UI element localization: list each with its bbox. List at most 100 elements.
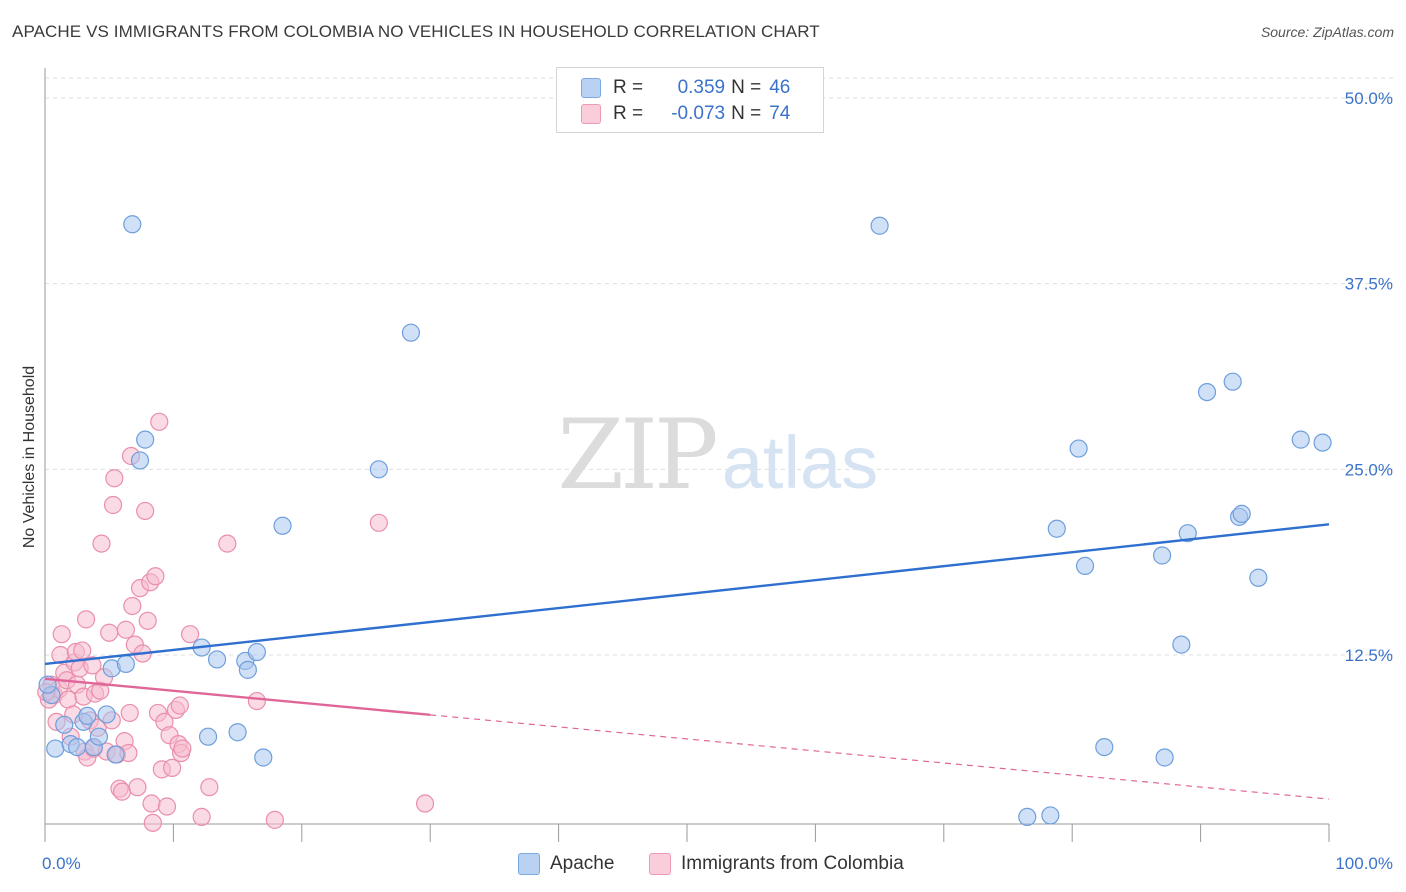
chart-title: APACHE VS IMMIGRANTS FROM COLOMBIA NO VE… bbox=[12, 22, 820, 41]
apache-point bbox=[247, 642, 266, 662]
apache-point bbox=[67, 737, 87, 757]
colombia-point bbox=[120, 703, 139, 723]
apache-point bbox=[198, 727, 218, 746]
colombia-point bbox=[112, 782, 132, 801]
x-tick-label: 0.0% bbox=[42, 854, 81, 873]
apache-swatch-icon bbox=[581, 78, 601, 98]
y-tick-label: 50.0% bbox=[1345, 89, 1393, 108]
colombia-point bbox=[142, 794, 161, 813]
legend-r-value: 0.359 bbox=[677, 77, 726, 98]
colombia-legend-icon bbox=[649, 853, 671, 875]
colombia-point bbox=[247, 691, 266, 711]
apache-point bbox=[1047, 519, 1066, 538]
colombia-point bbox=[136, 501, 155, 521]
apache-point bbox=[1178, 524, 1197, 543]
colombia-point bbox=[157, 797, 177, 816]
colombia-swatch-icon bbox=[581, 104, 601, 124]
apache-point bbox=[1095, 737, 1114, 757]
apache-point bbox=[1172, 635, 1191, 654]
apache-point bbox=[46, 739, 65, 758]
watermark-zip: ZIP bbox=[557, 399, 716, 511]
x-tick-label: 100.0% bbox=[1335, 854, 1393, 873]
legend-row-colombia: R = -0.073 N = 74 bbox=[581, 102, 790, 126]
legend-n-label: N = bbox=[731, 77, 762, 98]
grid-layer bbox=[45, 77, 1393, 656]
legend-n-value: 46 bbox=[769, 77, 791, 98]
colombia-trend-line bbox=[44, 677, 431, 717]
chart-source: Source: ZipAtlas.com bbox=[1260, 24, 1394, 40]
y-tick-label: 37.5% bbox=[1345, 275, 1393, 294]
legend-n-label: N = bbox=[731, 103, 762, 124]
colombia-point bbox=[180, 625, 200, 644]
apache-point bbox=[106, 745, 125, 764]
colombia-point bbox=[200, 778, 219, 797]
apache-point bbox=[1018, 807, 1037, 827]
apache-point bbox=[1249, 568, 1268, 587]
legend-label-colombia: Immigrants from Colombia bbox=[681, 853, 904, 874]
apache-point bbox=[401, 323, 421, 342]
colombia-point bbox=[92, 534, 111, 553]
watermark-atlas: atlas bbox=[722, 421, 878, 504]
colombia-point bbox=[123, 596, 142, 616]
colombia-point bbox=[52, 625, 71, 644]
colombia-point bbox=[150, 412, 169, 431]
apache-point bbox=[369, 460, 388, 479]
colombia-point bbox=[73, 641, 92, 660]
legend-n-value: 74 bbox=[769, 103, 791, 124]
colombia-point bbox=[83, 656, 102, 675]
apache-point bbox=[1232, 504, 1251, 523]
legend-item-apache[interactable]: Apache bbox=[518, 851, 614, 877]
apache-point bbox=[1041, 806, 1060, 825]
apache-point bbox=[273, 516, 292, 535]
colombia-point bbox=[170, 696, 189, 715]
colombia-point bbox=[146, 567, 165, 586]
colombia-point bbox=[415, 794, 435, 813]
apache-point bbox=[1075, 556, 1095, 575]
colombia-point bbox=[163, 758, 182, 777]
apache-point bbox=[1291, 430, 1310, 449]
legend-row-apache: R = 0.359 N = 46 bbox=[581, 76, 790, 100]
apache-point bbox=[116, 654, 135, 674]
points-layer bbox=[37, 215, 1332, 832]
colombia-point bbox=[103, 495, 123, 515]
trend-layer bbox=[44, 523, 1330, 800]
colombia-point bbox=[138, 611, 157, 630]
colombia-point bbox=[369, 513, 388, 532]
watermark: ZIP atlas bbox=[557, 399, 878, 511]
legend-r-value: -0.073 bbox=[671, 103, 726, 124]
legend-label-apache: Apache bbox=[550, 853, 615, 874]
apache-legend-icon bbox=[518, 853, 540, 875]
correlation-legend: R = 0.359 N = 46 R = -0.073 N = 74 bbox=[556, 67, 824, 133]
legend-item-colombia[interactable]: Immigrants from Colombia bbox=[649, 851, 904, 877]
colombia-point bbox=[192, 807, 211, 827]
tick-label-layer: 12.5% 25.0% 37.5% 50.0% 0.0% 100.0% bbox=[42, 89, 1393, 873]
apache-point bbox=[97, 705, 116, 724]
apache-point bbox=[130, 451, 150, 470]
apache-point bbox=[238, 660, 257, 679]
y-tick-label: 12.5% bbox=[1345, 646, 1393, 665]
apache-point bbox=[123, 215, 142, 234]
apache-point bbox=[870, 216, 889, 235]
colombia-point bbox=[265, 810, 284, 829]
colombia-point bbox=[218, 534, 237, 553]
y-tick-label: 25.0% bbox=[1345, 460, 1393, 479]
apache-point bbox=[78, 706, 97, 725]
colombia-point bbox=[173, 739, 192, 758]
apache-point bbox=[254, 748, 273, 767]
colombia-point bbox=[116, 620, 135, 639]
colombia-trend-extension bbox=[430, 714, 1330, 800]
colombia-point bbox=[100, 623, 119, 642]
colombia-point bbox=[76, 610, 96, 629]
apache-point bbox=[228, 723, 247, 742]
apache-trend-line bbox=[44, 523, 1330, 666]
apache-point bbox=[55, 715, 74, 734]
apache-point bbox=[136, 430, 155, 449]
apache-point bbox=[207, 650, 227, 669]
colombia-point bbox=[128, 778, 147, 797]
apache-point bbox=[89, 727, 109, 746]
apache-point bbox=[1152, 546, 1172, 565]
apache-point bbox=[1223, 372, 1242, 391]
apache-point bbox=[1313, 433, 1332, 452]
colombia-point bbox=[105, 469, 124, 488]
